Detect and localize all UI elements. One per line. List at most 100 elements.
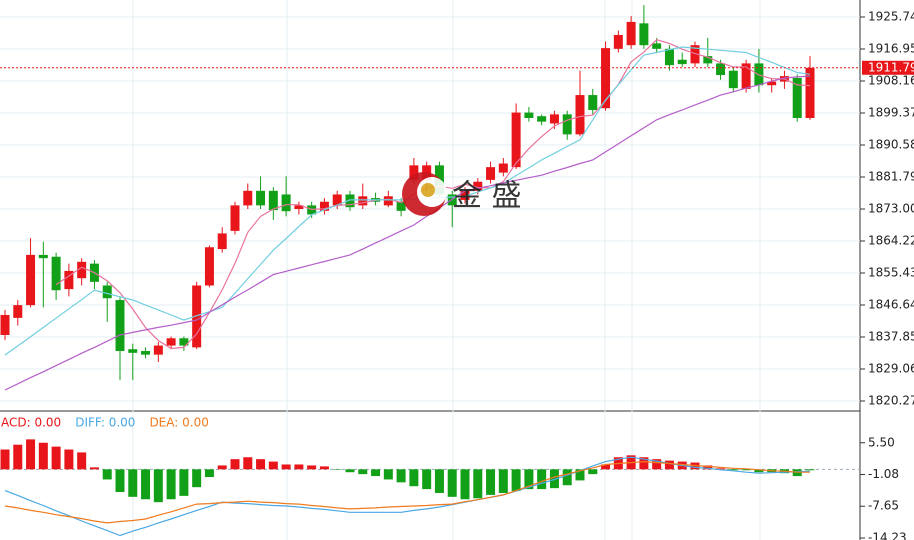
- candle-body: [64, 270, 74, 290]
- candle-body: [460, 190, 470, 200]
- candle-body: [639, 23, 649, 46]
- candle-body: [179, 338, 189, 346]
- candle-body: [256, 190, 266, 206]
- macd-bar: [332, 469, 342, 470]
- candle-body: [767, 81, 777, 86]
- y-tick-label: 1864.22: [868, 233, 914, 247]
- candle-body: [652, 43, 662, 49]
- macd-bar: [153, 469, 163, 503]
- y-tick-label: 1837.85: [868, 330, 914, 344]
- macd-bar: [230, 459, 240, 470]
- macd-bar: [179, 469, 189, 496]
- candle-body: [601, 48, 611, 109]
- macd-bar: [396, 469, 406, 483]
- macd-bar: [358, 469, 368, 475]
- macd-bar: [511, 469, 521, 492]
- candle-body: [332, 194, 342, 206]
- candle-body: [626, 21, 636, 46]
- y-tick-label: 1925.74: [868, 10, 914, 24]
- candle-body: [13, 305, 23, 318]
- candle-body: [396, 201, 406, 211]
- candle-body: [805, 67, 815, 119]
- candle-body: [153, 345, 163, 355]
- macd-bar: [703, 465, 713, 470]
- macd-bar: [460, 469, 470, 500]
- y-tick-label: 1890.58: [868, 138, 914, 152]
- macd-bar: [486, 469, 496, 495]
- candle-body: [473, 181, 483, 191]
- macd-bar: [115, 469, 125, 493]
- macd-bar: [524, 469, 534, 490]
- macd-bar: [805, 469, 815, 471]
- candle-body: [409, 165, 419, 180]
- candle-body: [677, 59, 687, 65]
- macd-bar: [588, 469, 598, 475]
- macd-bar: [434, 469, 444, 493]
- macd-bar: [281, 464, 291, 470]
- y-tick-label: 1916.95: [868, 42, 914, 56]
- candle-body: [537, 116, 547, 122]
- macd-bar: [141, 469, 151, 500]
- macd-bar: [601, 464, 611, 470]
- macd-bar: [268, 461, 278, 470]
- candle-body: [294, 205, 304, 210]
- y-tick-label: 1908.16: [868, 74, 914, 88]
- macd-bar: [256, 459, 266, 470]
- candle-body: [524, 112, 534, 119]
- macd-bar: [728, 469, 738, 471]
- candle-body: [281, 194, 291, 212]
- watermark-text: 金 盛: [452, 179, 522, 214]
- candle-body: [0, 314, 10, 335]
- candle-body: [613, 34, 623, 49]
- candle-body: [716, 63, 726, 76]
- macd-bar: [217, 465, 227, 470]
- candle-body: [26, 254, 36, 306]
- macd-bar: [639, 457, 649, 470]
- candle-body: [115, 300, 125, 352]
- candle-body: [383, 196, 393, 206]
- candle-body: [77, 261, 87, 279]
- candle-body: [562, 114, 572, 135]
- y-tick-label: 1873.00: [868, 202, 914, 216]
- candle-body: [498, 163, 508, 173]
- macd-bar: [537, 469, 547, 490]
- macd-bar: [243, 457, 253, 470]
- macd-bar: [77, 452, 87, 470]
- macd-bar: [664, 460, 674, 470]
- candle-body: [192, 285, 202, 348]
- macd-bar: [371, 469, 381, 477]
- macd-bar: [89, 467, 99, 470]
- candle-body: [38, 254, 48, 259]
- moving-average-line: [4, 75, 811, 391]
- macd-bar: [51, 446, 61, 470]
- candle-body: [51, 256, 61, 291]
- candle-body: [128, 349, 138, 353]
- candle-body: [268, 190, 278, 211]
- macd-bar: [204, 469, 214, 478]
- macd-bar: [409, 469, 419, 487]
- macd-bar: [383, 469, 393, 480]
- macd-bar: [38, 442, 48, 470]
- logo-dot: [421, 183, 435, 197]
- macd-bar: [294, 464, 304, 470]
- candle-body: [141, 351, 151, 355]
- candle-body: [728, 70, 738, 89]
- candle-body: [230, 205, 240, 231]
- legend-label: DEA: 0.00: [149, 416, 208, 430]
- candle-body: [703, 56, 713, 64]
- macd-line: [4, 456, 811, 537]
- candle-body: [549, 114, 559, 124]
- last-price-box: [862, 60, 914, 75]
- macd-bar: [422, 469, 432, 490]
- candle-body: [575, 95, 585, 135]
- macd-line: [4, 460, 810, 524]
- macd-bar: [166, 469, 176, 500]
- candle-body: [690, 45, 700, 64]
- y-tick-label: 1881.79: [868, 170, 914, 184]
- macd-bar: [0, 449, 10, 470]
- candle-body: [588, 95, 598, 110]
- y-tick-label: 1820.27: [868, 394, 914, 408]
- macd-bar: [319, 466, 329, 470]
- y-tick-label: -7.65: [868, 499, 899, 513]
- candle-body: [447, 194, 457, 206]
